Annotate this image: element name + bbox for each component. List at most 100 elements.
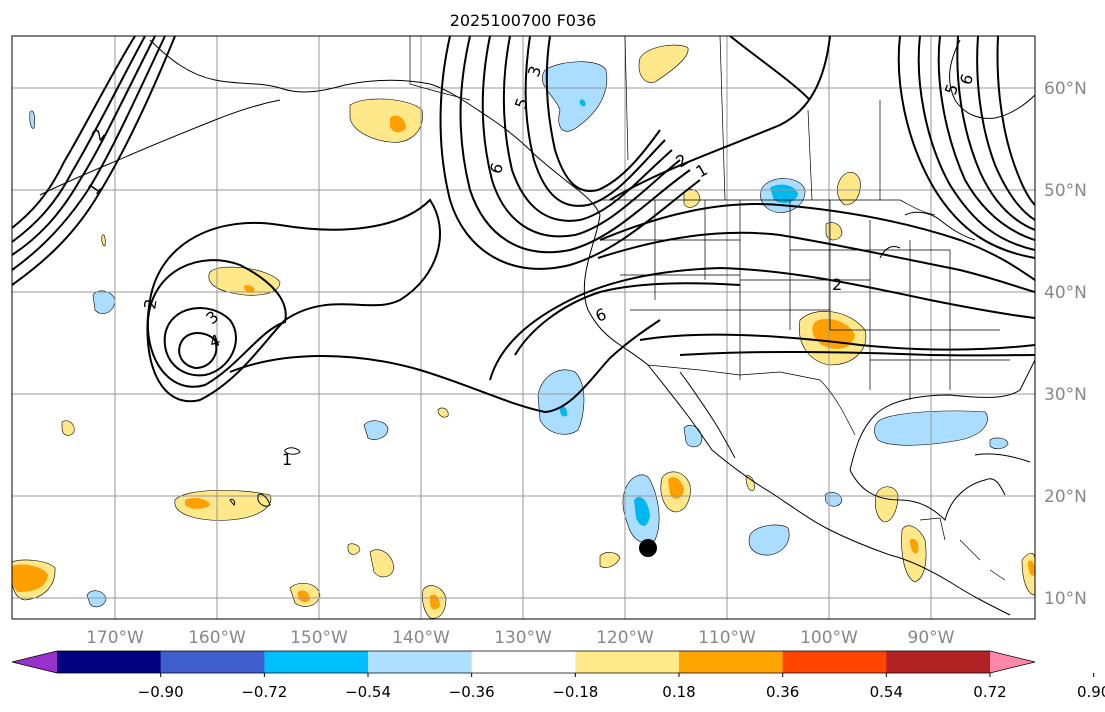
coastline-west-us (583, 214, 649, 366)
shade-small-orange-5 (244, 285, 255, 293)
colorbar-tick-label: −0.90 (138, 683, 184, 701)
contour-subtropical (229, 319, 661, 414)
colorbar-tick-label: −0.54 (345, 683, 391, 701)
border-us-canada (600, 199, 936, 216)
colorbar-extend-high (990, 651, 1035, 673)
colorbar-segment (368, 651, 473, 673)
political-borders (409, 36, 1010, 581)
colorbar-segment (471, 651, 576, 673)
shade-gulf-alaska-core (579, 99, 586, 107)
lon-label: 150°W (290, 628, 348, 648)
shade-small-yellow-7 (683, 188, 701, 208)
latitude-labels: 10°N 20°N 30°N 40°N 50°N 60°N (1044, 79, 1087, 609)
shade-small-yellow-11 (347, 543, 361, 555)
colorbar: −0.90 −0.72 −0.54 −0.36 −0.18 0.18 0.36 0.54 0.7… (11, 650, 1105, 701)
shade-small-yellow-12 (745, 475, 755, 491)
colorbar-tick-label: −0.18 (552, 683, 598, 701)
shade-small-yellow-8 (825, 222, 843, 241)
shade-gulf-of-alaska-blue (542, 61, 608, 132)
negative-anomaly-shading (29, 61, 1009, 608)
contour-label: 2 (140, 297, 160, 310)
coastline-aleutians (39, 99, 281, 196)
contour-sw-1 (489, 266, 1035, 381)
map-title: 2025100700 F036 (450, 11, 597, 30)
contour-trough-5 (524, 36, 666, 207)
contour-label: 1 (84, 179, 105, 198)
contour-east-4 (729, 36, 811, 101)
contour-sw-3 (639, 333, 1035, 351)
shade-small-blue-2 (363, 420, 389, 440)
contour-label: 2 (832, 275, 842, 294)
colorbar-segment (886, 651, 991, 673)
shade-baja-orange (668, 477, 684, 499)
shade-baja-offshore-core (559, 406, 568, 417)
contour-trough-6 (545, 36, 661, 192)
contour-ne-3 (937, 36, 1035, 241)
coastline-alaska (149, 39, 601, 216)
contour-label: 6 (593, 304, 609, 325)
shade-small-orange-2 (298, 590, 310, 603)
contour-label: 3 (202, 307, 222, 328)
lon-label: 160°W (188, 628, 246, 648)
shade-small-yellow-6 (599, 552, 621, 568)
border-canada-provinces (624, 36, 881, 201)
shade-small-blue-5 (824, 491, 843, 507)
shade-pacific-yellow-1 (208, 266, 281, 296)
contour-pacific-core (178, 332, 218, 370)
shade-small-blue-7 (29, 110, 35, 129)
contour-east-1 (599, 203, 1035, 281)
contour-label: 1 (282, 450, 292, 469)
coastline-gulf (849, 359, 1035, 521)
contour-label: 1 (693, 160, 711, 182)
contour-west-4 (12, 36, 146, 243)
lon-label: 120°W (596, 628, 654, 648)
shade-small-yellow-10 (437, 407, 449, 418)
contour-pacific-outer (146, 198, 441, 403)
shade-canada-core (770, 184, 798, 204)
contour-west-3 (12, 36, 156, 256)
contour-sw-2 (514, 282, 741, 356)
lat-label: 20°N (1044, 487, 1087, 507)
contour-ne-5 (976, 36, 1035, 221)
shade-central-america-yellow (901, 525, 927, 583)
colorbar-tick-label: 0.54 (870, 683, 903, 701)
contour-label: 5 (511, 95, 532, 111)
lat-label: 60°N (1044, 79, 1087, 99)
lat-label: 10°N (1044, 589, 1087, 609)
lat-label: 30°N (1044, 385, 1087, 405)
coastline-baja (647, 364, 736, 459)
lon-label: 110°W (698, 628, 756, 648)
lon-label: 100°W (800, 628, 858, 648)
shade-hawaii-orange (185, 497, 210, 509)
contour-pacific-inner (163, 307, 237, 377)
shade-small-yellow-1 (369, 549, 395, 578)
contour-west-1 (12, 36, 176, 286)
shade-baja-offshore-blue (537, 369, 585, 435)
coastline-great-lakes (879, 211, 976, 259)
contour-ne-4 (956, 36, 1035, 231)
colorbar-outline (11, 650, 1036, 674)
coastline-hawaii (229, 447, 301, 507)
lon-label: 140°W (392, 628, 450, 648)
contour-sw-4 (679, 350, 1035, 357)
border-alaska-canada (409, 36, 471, 101)
contour-trough-1 (439, 36, 701, 270)
colorbar-segment (679, 651, 784, 673)
colorbar-segment (782, 651, 887, 673)
shade-alaska-orange (390, 115, 406, 133)
shade-pacific-low-core (634, 496, 650, 526)
colorbar-tick-label: 0.18 (662, 683, 695, 701)
contour-trough-3 (481, 36, 681, 238)
shade-small-yellow-13 (101, 234, 106, 247)
contour-west-2 (12, 36, 166, 271)
lat-label: 40°N (1044, 283, 1087, 303)
colorbar-segment (264, 651, 369, 673)
contours (12, 36, 1035, 414)
shade-minnesota-yellow (836, 172, 861, 206)
coastline-cuba (974, 453, 1031, 463)
colorbar-tick-label: 0.90 (1077, 683, 1105, 701)
border-us-mexico (647, 364, 856, 436)
shade-gulf-of-alaska-yellow (349, 98, 423, 143)
